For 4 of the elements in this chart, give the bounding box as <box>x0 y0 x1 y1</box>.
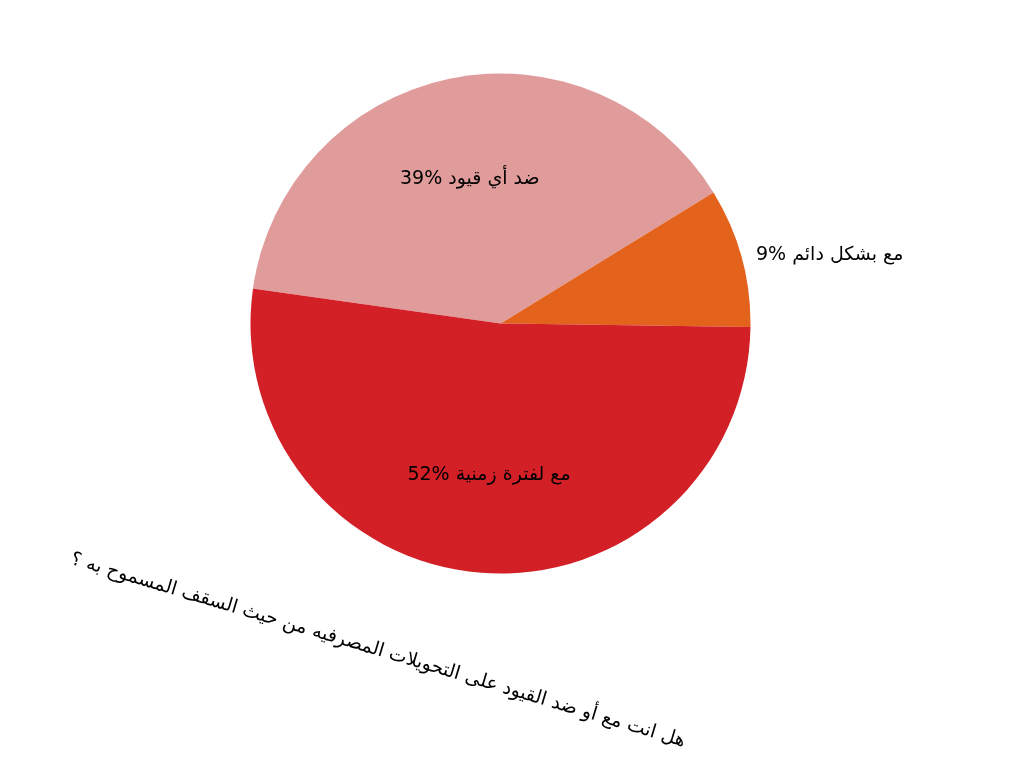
slice-label: 52% مع لفترة زمنية <box>407 462 571 486</box>
slice-label: 39% ضد أي قيود <box>399 164 540 189</box>
text: هل انت مع أو ضد القيود على التحويلات المصرفيه من حيث السقف المسموح به ؟ <box>68 545 689 752</box>
slice-label: 9% مع بشكل دائم <box>755 242 904 266</box>
